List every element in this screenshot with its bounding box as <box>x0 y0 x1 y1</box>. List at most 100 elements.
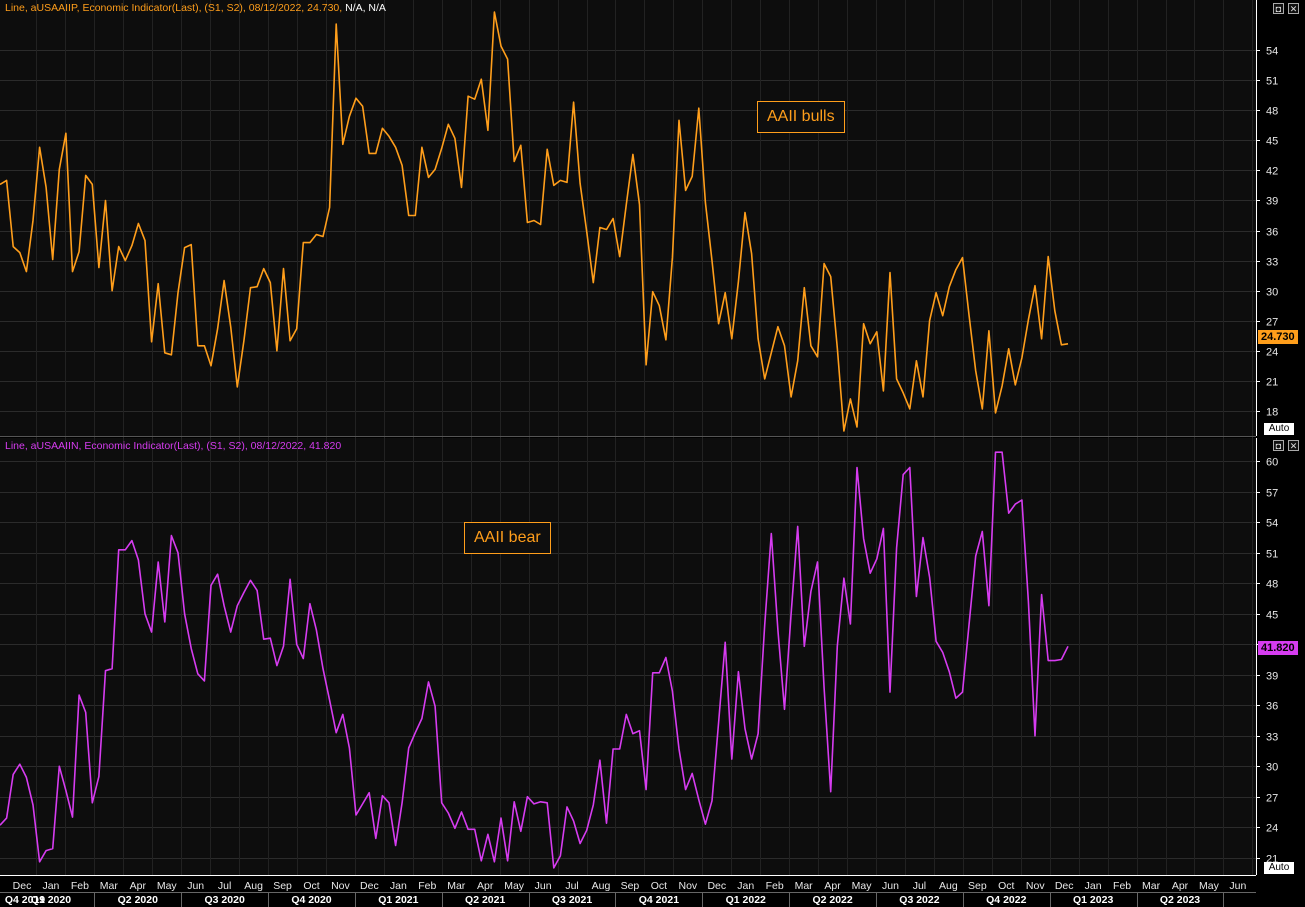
x-quarter-label: Q3 2020 <box>205 894 245 906</box>
top-auto-scale-button[interactable]: Auto <box>1264 423 1294 435</box>
y-tick-label: 42 <box>1266 166 1278 178</box>
bottom-close-button[interactable]: ✕ <box>1288 440 1299 451</box>
x-month-label: May <box>852 880 873 892</box>
bear-last-value-tag: 41.820 <box>1258 641 1298 655</box>
x-month-label: Sep <box>273 880 292 892</box>
x-month-label: Mar <box>1142 880 1161 892</box>
y-tick-label: 39 <box>1266 196 1278 208</box>
top-y-tick-labels: 18 21 24 27 30 33 36 39 42 45 48 51 54 <box>1256 46 1278 419</box>
x-month-label: Dec <box>13 880 32 892</box>
y-tick-label: 51 <box>1266 549 1278 561</box>
x-month-label: Mar <box>795 880 814 892</box>
y-tick-label: 30 <box>1266 762 1278 774</box>
bear-series <box>0 451 1069 869</box>
x-month-label: Aug <box>939 880 958 892</box>
y-tick-label: 36 <box>1266 227 1278 239</box>
x-month-label: Jan <box>737 880 754 892</box>
series-line <box>0 451 1069 869</box>
y-tick-label: 48 <box>1266 579 1278 591</box>
x-month-label: Oct <box>998 880 1014 892</box>
x-month-label: Jan <box>42 880 59 892</box>
x-quarter-label: Q4 2022 <box>986 894 1026 906</box>
x-month-label: Jul <box>218 880 231 892</box>
x-month-label: Jan <box>390 880 407 892</box>
x-month-label: Nov <box>679 880 698 892</box>
bulls-annotation: AAII bulls <box>757 101 845 133</box>
x-month-label: Apr <box>824 880 841 892</box>
y-tick-label: 45 <box>1266 610 1278 622</box>
vertical-gridlines <box>36 0 1253 875</box>
x-quarter-label: Q3 2022 <box>899 894 939 906</box>
x-month-label: Nov <box>1026 880 1045 892</box>
y-tick-label: 36 <box>1266 701 1278 713</box>
y-tick-label: 21 <box>1266 377 1278 389</box>
top-close-button[interactable]: ✕ <box>1288 3 1299 14</box>
bottom-panel-header: Line, aUSAAIIN, Economic Indicator(Last)… <box>5 440 341 452</box>
y-tick-label: 45 <box>1266 136 1278 148</box>
top-panel-header: Line, aUSAAIIP, Economic Indicator(Last)… <box>5 2 386 14</box>
x-month-label: Jan <box>1085 880 1102 892</box>
y-tick-label: 24 <box>1266 347 1278 359</box>
x-month-label: Mar <box>447 880 466 892</box>
x-month-label: Jul <box>565 880 578 892</box>
x-month-label: Apr <box>477 880 494 892</box>
y-tick-label: 33 <box>1266 732 1278 744</box>
x-month-label: May <box>157 880 178 892</box>
x-quarter-label: Q1 2023 <box>1073 894 1113 906</box>
x-month-label: Feb <box>766 880 784 892</box>
bottom-plot-area <box>0 438 1256 875</box>
y-tick-label: 57 <box>1266 488 1278 500</box>
y-tick-label: 51 <box>1266 76 1278 88</box>
x-quarter-label: Q2 2022 <box>812 894 852 906</box>
x-month-label: Mar <box>100 880 119 892</box>
x-month-label: Aug <box>244 880 263 892</box>
x-month-label: Feb <box>1113 880 1131 892</box>
x-month-label: Dec <box>1055 880 1074 892</box>
bottom-gridlines <box>0 461 1256 859</box>
x-month-label: Oct <box>303 880 319 892</box>
top-gridlines <box>0 50 1256 412</box>
bottom-auto-scale-button[interactable]: Auto <box>1264 862 1294 874</box>
x-month-label: Jun <box>187 880 204 892</box>
y-tick-label: 18 <box>1266 407 1278 419</box>
x-month-label: Apr <box>1172 880 1189 892</box>
x-quarter-label: Q1 2022 <box>726 894 766 906</box>
bottom-restore-button[interactable]: ◘ <box>1273 440 1284 451</box>
x-month-label: Sep <box>621 880 640 892</box>
x-quarter-label: Q3 2021 <box>552 894 592 906</box>
x-month-label: Sep <box>968 880 987 892</box>
x-quarter-label: Q4 2020 <box>291 894 331 906</box>
x-month-label: Feb <box>71 880 89 892</box>
y-tick-label: 54 <box>1266 46 1278 58</box>
top-restore-button[interactable]: ◘ <box>1273 3 1284 14</box>
x-quarter-label: Q1 2021 <box>378 894 418 906</box>
y-tick-label: 48 <box>1266 106 1278 118</box>
x-month-label: Feb <box>418 880 436 892</box>
y-tick-label: 60 <box>1266 457 1278 469</box>
bottom-header-text: Line, aUSAAIIN, Economic Indicator(Last)… <box>5 440 342 452</box>
x-month-label: May <box>1199 880 1220 892</box>
bulls-series <box>0 11 1069 432</box>
bear-annotation: AAII bear <box>464 522 551 554</box>
y-tick-label: 33 <box>1266 257 1278 269</box>
y-tick-label: 30 <box>1266 287 1278 299</box>
x-quarter-label: Q2 2021 <box>465 894 505 906</box>
x-quarter-label: Q4 2019 <box>5 894 45 906</box>
x-month-label: Jun <box>1229 880 1246 892</box>
y-tick-label: 24 <box>1266 823 1278 835</box>
y-tick-label: 27 <box>1266 317 1278 329</box>
x-month-label: Dec <box>360 880 379 892</box>
y-tick-label: 39 <box>1266 671 1278 683</box>
x-quarter-label: Q2 2020 <box>118 894 158 906</box>
x-quarter-label: Q2 2023 <box>1160 894 1200 906</box>
x-month-label: Jul <box>913 880 926 892</box>
top-plot-area <box>0 0 1256 436</box>
x-quarter-label: Q1 2020 <box>31 894 71 906</box>
x-month-label: Aug <box>592 880 611 892</box>
bulls-last-value-tag: 24.730 <box>1258 330 1298 344</box>
x-month-label: Apr <box>130 880 147 892</box>
x-month-label: May <box>504 880 525 892</box>
x-quarter-label: Q4 2021 <box>639 894 679 906</box>
top-header-text: Line, aUSAAIIP, Economic Indicator(Last)… <box>5 2 343 14</box>
